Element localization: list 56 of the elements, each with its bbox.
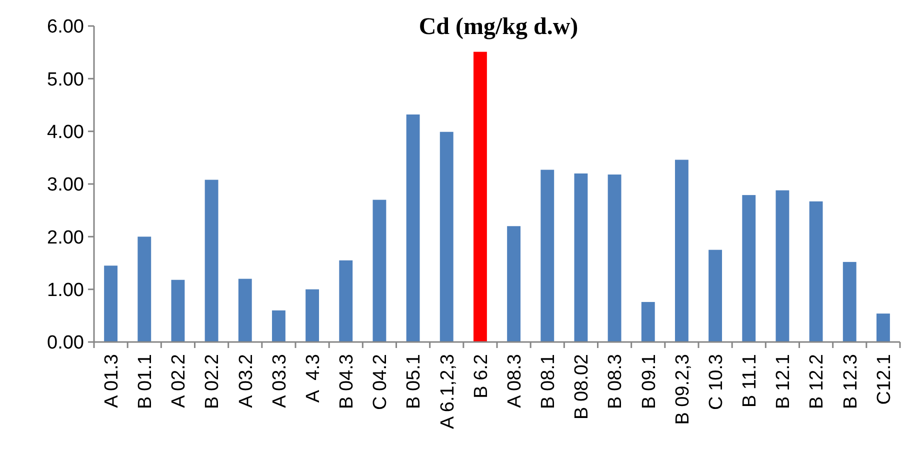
bar: [809, 201, 823, 342]
x-tick-label: B 01.1: [135, 354, 156, 409]
y-tick-label: 0.00: [47, 332, 84, 354]
x-tick-label: A 4.3: [302, 354, 324, 403]
bar: [641, 302, 655, 342]
x-tick-label: B 04.3: [336, 354, 358, 409]
x-tick-label: C12.1: [874, 354, 895, 405]
x-tick-label: C 04.2: [370, 354, 392, 410]
bar: [540, 170, 554, 342]
x-tick-label: A 01.3: [101, 354, 122, 408]
bar: [204, 180, 218, 342]
bar: [473, 52, 487, 342]
bar: [306, 289, 320, 342]
bar: [507, 226, 521, 342]
x-tick-label: B 12.2: [806, 354, 828, 409]
bar: [776, 190, 790, 342]
y-tick-label: 2.00: [47, 227, 84, 248]
bar: [372, 200, 386, 342]
bar: [674, 160, 688, 342]
x-tick-label: B 09.1: [638, 354, 660, 409]
bar: [574, 173, 588, 342]
y-tick-label: 6.00: [47, 16, 84, 38]
y-tick-label: 4.00: [47, 122, 84, 143]
x-tick-label: B 11.1: [740, 354, 761, 408]
x-tick-label: B 08.1: [538, 354, 560, 409]
x-tick-label: B 6.2: [470, 354, 492, 398]
bar: [842, 262, 856, 342]
chart-title: Cd (mg/kg d.w): [418, 14, 578, 40]
bar: [138, 236, 152, 342]
x-tick-label: A 02.2: [168, 354, 190, 408]
x-tick-label: A 03.2: [236, 354, 257, 408]
bar: [272, 310, 286, 342]
x-tick-label: B 08.3: [605, 354, 626, 409]
x-tick-label: A 08.3: [504, 354, 526, 408]
bar: [708, 250, 722, 342]
y-tick-label: 5.00: [47, 69, 84, 90]
y-tick-label: 3.00: [47, 174, 84, 196]
bar: [608, 174, 622, 342]
x-tick-label: B 12.3: [840, 354, 862, 409]
x-tick-label: A 6.1,2,3: [437, 354, 458, 430]
bar: [238, 278, 252, 342]
bar: [406, 114, 420, 342]
y-tick-label: 1.00: [47, 280, 84, 301]
bar: [339, 260, 353, 342]
x-tick-label: B 05.1: [404, 354, 425, 409]
x-tick-label: B 02.2: [202, 354, 224, 409]
x-tick-label: C 10.3: [706, 354, 727, 410]
x-tick-label: B 09.2,3: [672, 354, 694, 425]
bar: [171, 280, 185, 342]
bar: [440, 132, 454, 342]
bar: [742, 195, 756, 342]
x-tick-label: B 12.1: [773, 354, 794, 409]
x-tick-label: B 08.02: [572, 354, 593, 420]
bar: [104, 266, 118, 342]
x-tick-label: A 03.3: [269, 354, 290, 408]
bar: [876, 314, 890, 342]
